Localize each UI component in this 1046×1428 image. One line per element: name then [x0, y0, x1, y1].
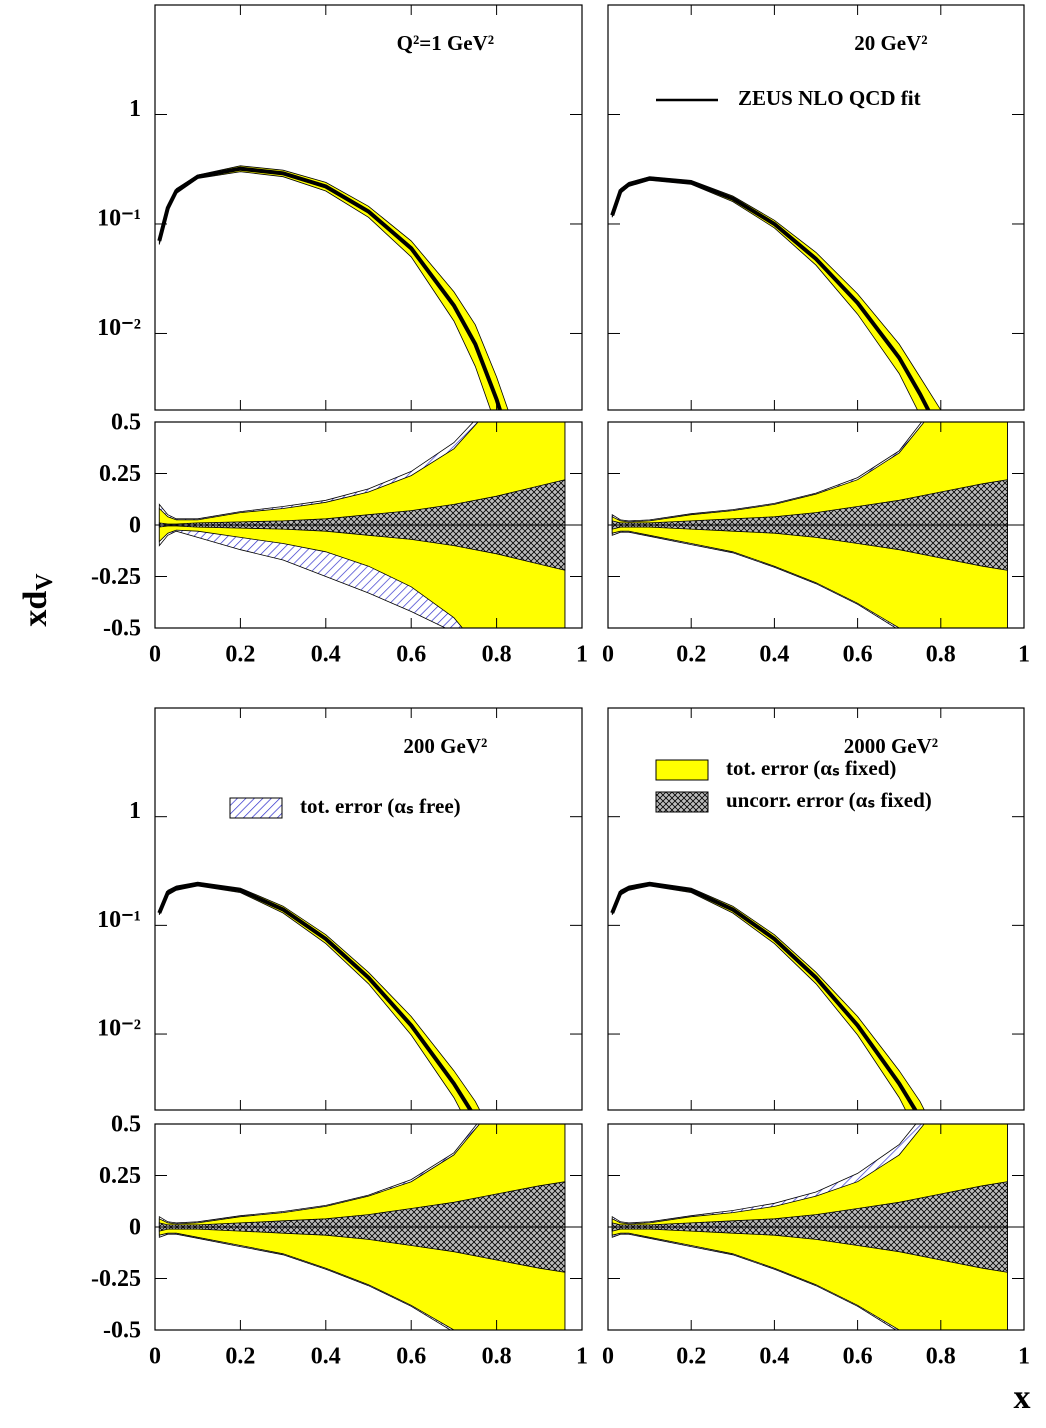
x-tick-label: 1 — [576, 642, 588, 668]
plot-area — [610, 881, 925, 1110]
y-tick-label: -0.5 — [103, 616, 141, 642]
legend-swatch — [229, 797, 283, 819]
x-tick-label: 0 — [149, 642, 161, 668]
y-tick-label: 0.5 — [111, 1112, 141, 1138]
x-tick-label: 0.6 — [396, 1344, 426, 1370]
y-tick-label: 0.25 — [99, 1163, 141, 1189]
y-tick-label: -0.25 — [91, 1266, 141, 1292]
y-tick-label: 10⁻² — [97, 315, 141, 341]
x-tick-label: 0.6 — [396, 642, 426, 668]
x-tick-label: 0.4 — [759, 642, 789, 668]
plot-area — [157, 881, 481, 1110]
fit-line — [610, 176, 931, 410]
frame — [154, 4, 583, 411]
x-tick-label: 1 — [1018, 642, 1030, 668]
y-tick-label: -0.25 — [91, 564, 141, 590]
y-tick-label: 0.5 — [111, 410, 141, 436]
y-tick-label: -0.5 — [103, 1318, 141, 1344]
panel-title: 2000 GeV² — [844, 734, 938, 758]
x-tick-label: 0.4 — [311, 1344, 341, 1370]
fit-line — [157, 166, 503, 410]
fit-line — [610, 881, 918, 1110]
legend-label: tot. error (αₛ free) — [300, 794, 461, 818]
x-tick-label: 0 — [602, 1344, 614, 1370]
x-tick-label: 0.6 — [843, 642, 873, 668]
x-axis-label: x — [1014, 1379, 1031, 1416]
x-tick-label: 0.2 — [225, 1344, 255, 1370]
y-tick-label: 1 — [129, 798, 141, 824]
error-band — [611, 881, 925, 1110]
panel-title: 20 GeV² — [854, 31, 927, 55]
y-label-main: xd — [17, 591, 54, 627]
legend-label: ZEUS NLO QCD fit — [738, 86, 921, 110]
y-label-sub: V — [32, 573, 58, 591]
x-tick-label: 1 — [576, 1344, 588, 1370]
y-tick-label: 0 — [129, 513, 141, 539]
legend-label: tot. error (αₛ fixed) — [726, 756, 896, 780]
x-tick-label: 0 — [149, 1344, 161, 1370]
x-tick-label: 0.4 — [759, 1344, 789, 1370]
x-tick-label: 0.2 — [225, 642, 255, 668]
panel-title: Q²=1 GeV² — [397, 31, 494, 55]
y-tick-label: 0.25 — [99, 461, 141, 487]
y-tick-label: 0 — [129, 1215, 141, 1241]
fit-line — [157, 881, 473, 1110]
legend-swatch — [655, 759, 709, 781]
frame — [607, 707, 1025, 1111]
x-tick-label: 0.8 — [482, 642, 512, 668]
x-tick-label: 0.6 — [843, 1344, 873, 1370]
x-tick-label: 0.4 — [311, 642, 341, 668]
y-axis-label: xdV — [17, 573, 58, 627]
frame — [154, 707, 583, 1111]
legend-label: uncorr. error (αₛ fixed) — [726, 788, 932, 812]
error-band — [158, 881, 481, 1110]
x-tick-label: 0.2 — [676, 642, 706, 668]
plot-area — [157, 165, 509, 410]
x-tick-label: 0.2 — [676, 1344, 706, 1370]
y-tick-label: 10⁻¹ — [97, 907, 141, 933]
plot-area — [610, 176, 942, 410]
panel-title: 200 GeV² — [403, 734, 487, 758]
y-tick-label: 10⁻¹ — [97, 205, 141, 231]
y-tick-label: 1 — [129, 96, 141, 122]
x-tick-label: 0.8 — [926, 1344, 956, 1370]
frame — [607, 4, 1025, 411]
y-tick-label: 10⁻² — [97, 1016, 141, 1042]
legend-swatch — [655, 791, 709, 813]
x-tick-label: 0.8 — [926, 642, 956, 668]
x-tick-label: 1 — [1018, 1344, 1030, 1370]
x-tick-label: 0.8 — [482, 1344, 512, 1370]
x-tick-label: 0 — [602, 642, 614, 668]
